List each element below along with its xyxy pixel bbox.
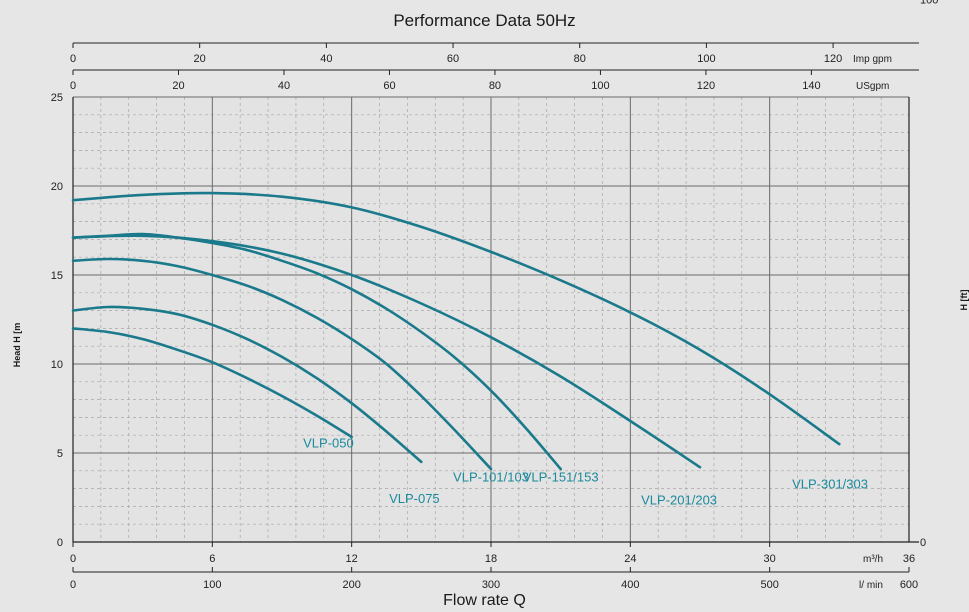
lmin-tick-label: 300 <box>482 579 500 591</box>
imp-tick-label: 0 <box>70 53 76 65</box>
x-end-label: 36 <box>903 553 915 565</box>
x-tick-label: 30 <box>764 553 776 565</box>
y-tick-label: 5 <box>57 448 63 460</box>
usgpm-tick-label: 140 <box>802 80 820 92</box>
series-line-vlp-050 <box>71 327 353 439</box>
x-tick-label: 12 <box>346 553 358 565</box>
series-line-vlp-201-203 <box>71 234 702 469</box>
series-label-vlp-151-153: VLP-151/153 <box>523 469 599 484</box>
imp-tick-label: 40 <box>320 53 332 65</box>
usgpm-tick-label: 0 <box>70 80 76 92</box>
imp-tick-label: 20 <box>194 53 206 65</box>
imp-unit-label: Imp gpm <box>853 54 892 65</box>
y-axis-title-left: Head H [m <box>12 322 22 368</box>
imp-tick-label: 60 <box>447 53 459 65</box>
y-tick-label: 10 <box>51 359 63 371</box>
x-unit-label: m³/h <box>863 554 883 565</box>
y-tick-label: 0 <box>57 537 63 549</box>
y-tick-label: 25 <box>51 92 63 104</box>
lmin-tick-label: 100 <box>203 579 221 591</box>
lmin-tick-label: 400 <box>621 579 639 591</box>
series-line-vlp-151-153 <box>71 232 562 471</box>
x-tick-label: 24 <box>624 553 636 565</box>
x-axis-title: Flow rate Q <box>443 592 526 609</box>
y-axis-title-right: H [ft] <box>959 289 969 311</box>
y-tick-label: 15 <box>51 270 63 282</box>
lmin-end-label: 600 <box>900 579 918 591</box>
usgpm-tick-label: 20 <box>172 80 184 92</box>
usgpm-unit-label: USgpm <box>856 81 889 92</box>
ft-tick-label: 0 <box>920 537 926 549</box>
series-label-vlp-201-203: VLP-201/203 <box>641 493 717 508</box>
imp-tick-label: 120 <box>824 53 842 65</box>
series-label-vlp-101-103: VLP-101/103 <box>453 469 529 484</box>
usgpm-tick-label: 120 <box>697 80 715 92</box>
y-tick-label: 20 <box>51 181 63 193</box>
series-line-vlp-301-303 <box>71 191 841 446</box>
usgpm-tick-label: 60 <box>383 80 395 92</box>
series-label-vlp-075: VLP-075 <box>389 491 440 506</box>
ft-tick-label: 100 <box>920 0 938 6</box>
x-tick-label: 18 <box>485 553 497 565</box>
chart-title: Performance Data 50Hz <box>393 11 576 30</box>
lmin-unit-label: l/ min <box>859 580 883 591</box>
series-label-vlp-050: VLP-050 <box>303 436 354 451</box>
usgpm-tick-label: 80 <box>489 80 501 92</box>
lmin-tick-label: 500 <box>760 579 778 591</box>
series-line-vlp-101-103 <box>71 257 493 471</box>
x-tick-label: 0 <box>70 553 76 565</box>
series-line-vlp-075 <box>71 305 423 464</box>
usgpm-tick-label: 40 <box>278 80 290 92</box>
imp-tick-label: 80 <box>574 53 586 65</box>
lmin-tick-label: 200 <box>342 579 360 591</box>
usgpm-tick-label: 100 <box>591 80 609 92</box>
x-tick-label: 6 <box>209 553 215 565</box>
series-label-vlp-301-303: VLP-301/303 <box>792 477 868 492</box>
imp-tick-label: 100 <box>697 53 715 65</box>
lmin-tick-label: 0 <box>70 579 76 591</box>
